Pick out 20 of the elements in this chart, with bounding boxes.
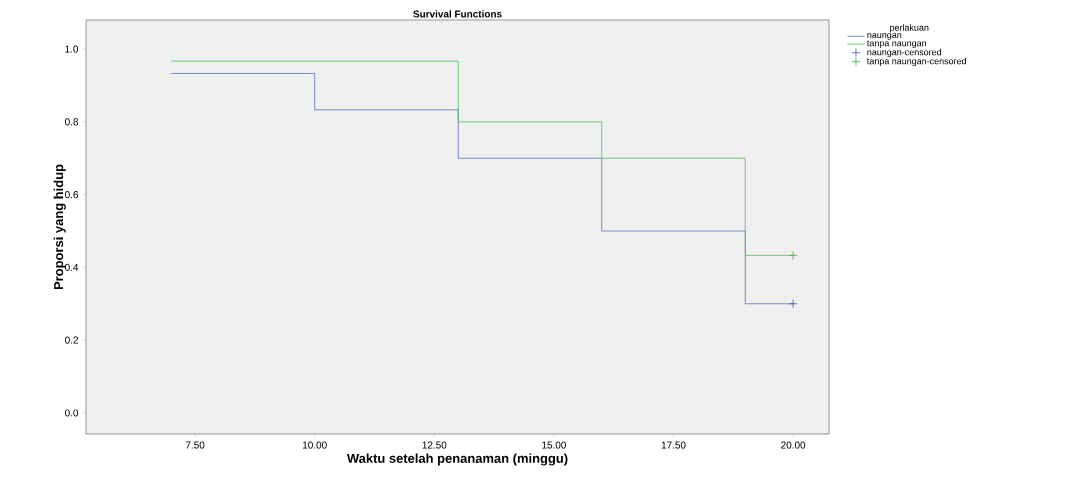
x-tick-label: 7.50: [185, 441, 205, 449]
legend-label: naungan: [867, 33, 902, 40]
x-tick-label: 15.00: [542, 441, 566, 449]
chart-title: Survival Functions: [413, 10, 502, 18]
legend-label: naungan-censored: [867, 48, 942, 58]
x-tick-label: 10.00: [302, 441, 327, 449]
legend-label: tanpa naungan-censored: [867, 57, 966, 67]
x-tick-label: 12.50: [422, 441, 447, 449]
legend-label: tanpa naungan: [867, 40, 927, 49]
y-tick-label: 0.6: [65, 191, 79, 199]
x-tick-label: 20.00: [781, 441, 806, 449]
y-tick-label: 0.4: [65, 263, 79, 271]
y-tick-label: 1.0: [65, 45, 79, 53]
y-tick-label: 0.0: [65, 409, 79, 417]
y-axis-title: Proporsi yang hidup: [53, 164, 66, 290]
x-tick-label: 17.50: [661, 441, 686, 449]
x-axis-title: Waktu setelah penanaman (minggu): [346, 453, 568, 466]
legend-title: perlakuan: [890, 24, 929, 33]
y-tick-label: 0.8: [65, 118, 79, 126]
y-tick-label: 0.2: [65, 336, 78, 344]
